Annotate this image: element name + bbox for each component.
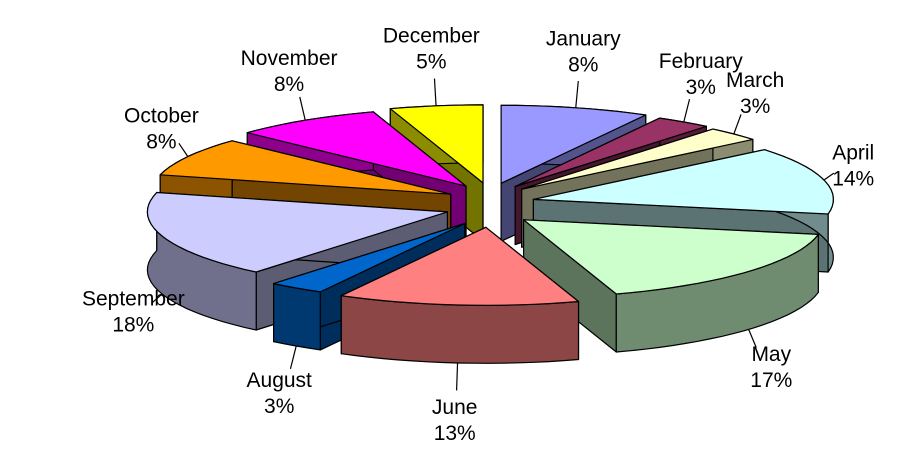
slice-top — [523, 219, 819, 295]
slice-label: March — [726, 69, 784, 92]
slice-value-label: 3% — [740, 95, 770, 118]
slice-top — [500, 104, 647, 184]
slice-label: April — [832, 141, 874, 164]
slice-label: January — [546, 28, 621, 51]
slice-label: February — [659, 50, 744, 73]
leader-line — [748, 329, 757, 348]
slice-label: October — [124, 104, 199, 127]
slice-top — [532, 149, 834, 215]
leader-line — [178, 143, 189, 157]
leader-line — [575, 80, 579, 108]
slice-label: May — [751, 343, 791, 366]
slice-value-label: 18% — [112, 313, 154, 336]
slice-value-label: 17% — [750, 369, 792, 392]
slice-value-label: 3% — [264, 395, 294, 418]
leader-line — [683, 98, 691, 123]
slice-label: August — [247, 369, 313, 392]
leader-line — [299, 96, 306, 121]
leader-line — [733, 114, 742, 135]
slice-value-label: 13% — [434, 422, 476, 445]
slice-top — [273, 222, 466, 293]
leader-line — [289, 345, 297, 370]
leader-line — [455, 362, 459, 391]
slice-top — [340, 226, 580, 306]
leader-line — [823, 172, 835, 181]
slice-value-label: 8% — [146, 130, 176, 153]
slice-label: December — [383, 24, 480, 47]
slice-wall — [273, 283, 321, 351]
slice-value-label: 8% — [274, 73, 304, 96]
slice-value-label: 5% — [416, 50, 446, 73]
slice-value-label: 3% — [686, 76, 716, 99]
slice-value-label: 8% — [568, 54, 598, 77]
slice — [340, 226, 580, 364]
slice-label: September — [82, 287, 185, 310]
slice-top — [146, 191, 448, 273]
slice-label: June — [432, 396, 478, 419]
slice-wall — [340, 295, 580, 364]
leader-line — [151, 293, 163, 304]
slice-label: November — [241, 47, 338, 70]
slice-value-label: 14% — [832, 167, 874, 190]
leader-line — [433, 78, 437, 106]
slice-top — [514, 117, 707, 188]
slice — [523, 219, 819, 353]
